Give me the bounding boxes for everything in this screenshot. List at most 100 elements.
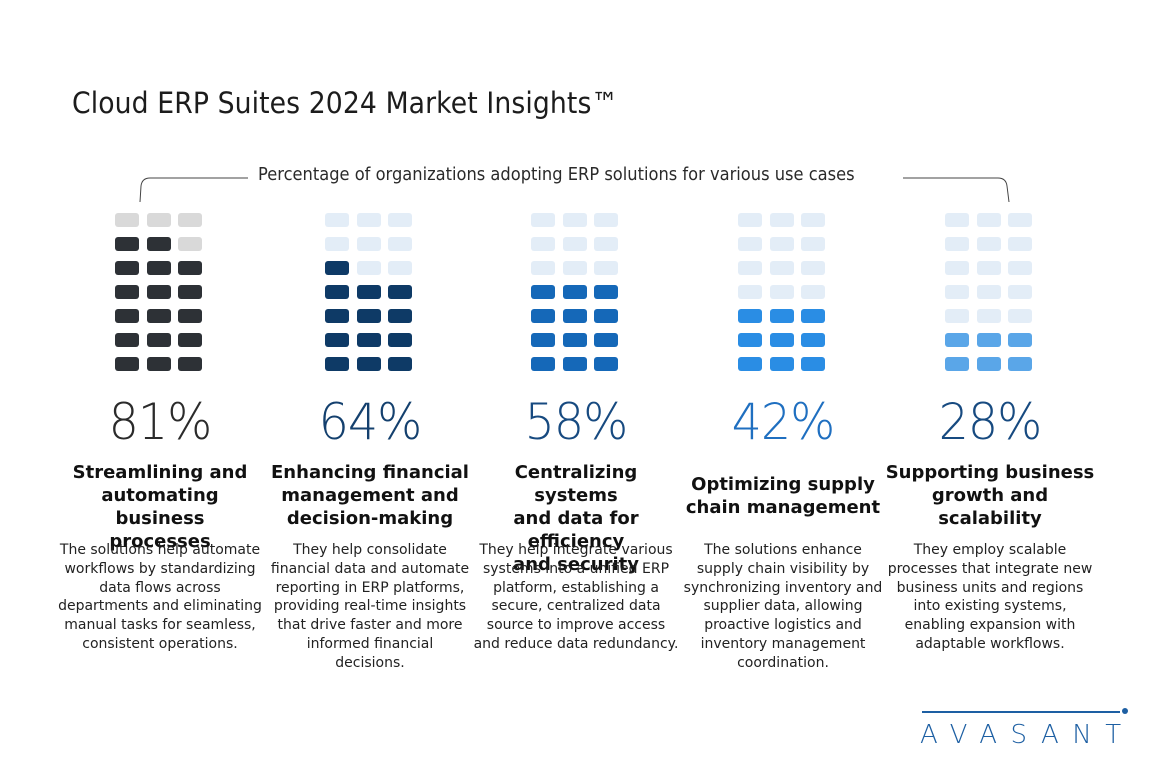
waffle-cell-filled — [356, 333, 381, 347]
waffle-cell-filled — [562, 357, 587, 371]
waffle-cell-empty — [594, 237, 618, 251]
waffle-cell-empty — [945, 213, 969, 227]
logo-text: AVASANT — [920, 720, 1135, 750]
waffle-cell-filled — [562, 285, 587, 299]
description-line: reporting in ERP platforms, — [275, 579, 465, 596]
waffle-grid — [531, 213, 618, 371]
waffle-cell-filled — [388, 333, 412, 347]
waffle-cell-empty — [1008, 261, 1032, 275]
description-line: workflows by standardizing — [64, 560, 256, 577]
heading-line: Streamlining and — [72, 462, 248, 483]
waffle-cell-empty — [976, 285, 1001, 299]
waffle-cell-filled — [769, 333, 794, 347]
heading-line: automating business — [101, 485, 219, 529]
waffle-cell-filled — [115, 333, 139, 347]
waffle-cell-empty — [976, 237, 1001, 251]
bracket-right — [903, 177, 1010, 203]
waffle-cell-filled — [976, 333, 1001, 347]
bracket-lines — [139, 177, 1010, 203]
waffle-cell-filled — [325, 333, 349, 347]
use-case-column: 28% Supporting business growth and scalabil… — [885, 205, 1095, 685]
heading-line: Centralizing systems — [514, 462, 638, 506]
use-case-column: 64% Enhancing financial management and deci… — [265, 205, 475, 685]
heading-line: management and — [281, 485, 459, 506]
waffle-cell-filled — [115, 261, 139, 275]
waffle-cell-filled — [562, 309, 587, 323]
description-line: into existing systems, — [913, 598, 1067, 615]
description-line: source to improve access — [486, 617, 666, 634]
waffle-cell-filled — [738, 309, 762, 323]
use-case-column: 58% Centralizing systems and data for effi… — [471, 205, 681, 685]
description-line: data flows across — [99, 579, 221, 596]
waffle-cell-filled — [738, 357, 762, 371]
use-case-column: 42% Optimizing supply chain management The … — [678, 205, 888, 685]
waffle-cell-empty — [146, 213, 171, 227]
percentage-label: 28% — [938, 393, 1043, 451]
description-line: The solutions help automate — [59, 542, 261, 558]
use-case-heading: Supporting business growth and scalability — [885, 461, 1095, 530]
description-line: informed financial — [306, 635, 434, 652]
waffle-cell-empty — [945, 309, 969, 323]
description-line: They help integrate various — [479, 542, 673, 558]
percentage-label: 64% — [318, 393, 423, 451]
description-line: departments and eliminating — [58, 598, 262, 615]
waffle-cell-filled — [146, 261, 171, 275]
description-line: financial data and automate — [270, 560, 470, 577]
description-line: manual tasks for seamless, — [64, 617, 256, 634]
description-line: decisions. — [335, 654, 405, 671]
waffle-cell-empty — [562, 213, 587, 227]
waffle-cell-filled — [801, 309, 825, 323]
description-line: consistent operations. — [82, 635, 238, 652]
use-case-column: 81% Streamlining and automating business pr… — [55, 205, 265, 685]
waffle-cell-empty — [356, 213, 381, 227]
waffle-cell-filled — [976, 357, 1001, 371]
waffle-cell-empty — [738, 261, 762, 275]
waffle-cell-filled — [388, 285, 412, 299]
waffle-cell-empty — [178, 237, 202, 251]
heading-line: decision-making — [286, 508, 454, 529]
waffle-cell-filled — [769, 357, 794, 371]
description-line: secure, centralized data — [491, 598, 661, 615]
heading-line: and data for efficiency — [513, 508, 639, 552]
waffle-cell-empty — [562, 237, 587, 251]
percentage-label: 58% — [524, 393, 629, 451]
waffle-cell-empty — [356, 261, 381, 275]
waffle-cell-filled — [115, 309, 139, 323]
description-line: They help consolidate — [293, 542, 447, 558]
use-case-description: The solutions enhance supply chain visibi… — [678, 541, 888, 673]
description-line: systems into a unified ERP — [482, 560, 670, 577]
description-line: that drive faster and more — [277, 617, 463, 634]
waffle-cell-empty — [769, 285, 794, 299]
waffle-cell-empty — [801, 237, 825, 251]
waffle-cell-filled — [945, 333, 969, 347]
waffle-cell-empty — [1008, 213, 1032, 227]
use-case-heading: Optimizing supply chain management — [678, 473, 888, 519]
waffle-cell-filled — [115, 357, 139, 371]
waffle-cell-filled — [356, 309, 381, 323]
waffle-cell-filled — [115, 285, 139, 299]
waffle-cell-filled — [1008, 357, 1032, 371]
waffle-cell-filled — [594, 333, 618, 347]
waffle-cell-filled — [146, 333, 171, 347]
waffle-cell-filled — [325, 285, 349, 299]
use-case-description: They employ scalable processes that integ… — [885, 541, 1095, 654]
waffle-cell-filled — [325, 261, 349, 275]
use-case-heading: Streamlining and automating business proce… — [55, 461, 265, 553]
use-case-description: They help integrate various systems into … — [471, 541, 681, 654]
waffle-cell-empty — [1008, 285, 1032, 299]
waffle-cell-filled — [562, 333, 587, 347]
description-line: business units and regions — [896, 579, 1084, 596]
waffle-cell-filled — [594, 285, 618, 299]
waffle-grid — [738, 213, 825, 371]
use-case-columns: 81% Streamlining and automating business pr… — [0, 205, 1152, 685]
logo-line — [922, 711, 1120, 713]
description-line: platform, establishing a — [493, 579, 659, 596]
heading-line: Supporting business — [885, 462, 1095, 483]
logo-dot — [1122, 708, 1128, 714]
chart-subtitle-bracket: Percentage of organizations adopting ERP… — [0, 160, 1152, 210]
waffle-cell-empty — [801, 285, 825, 299]
waffle-cell-empty — [531, 213, 555, 227]
waffle-cell-empty — [769, 237, 794, 251]
waffle-cell-empty — [388, 261, 412, 275]
waffle-cell-filled — [738, 333, 762, 347]
